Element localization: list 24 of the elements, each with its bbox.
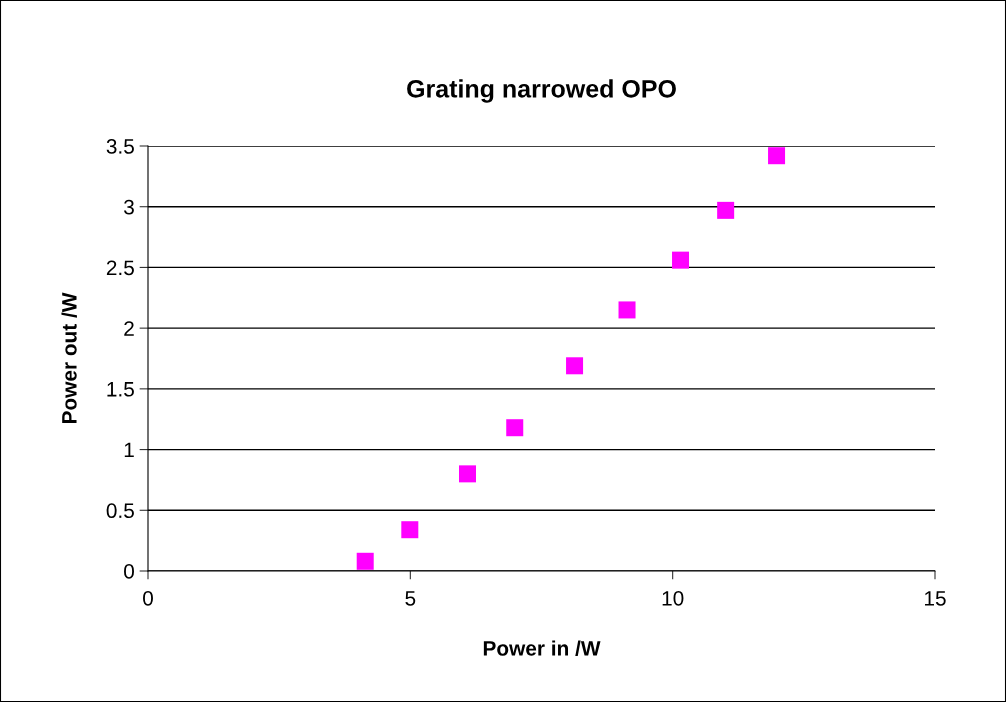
y-tick-label: 0.5 [106, 503, 134, 519]
y-tick-label: 2 [124, 321, 134, 336]
y-tick-label: 3 [124, 199, 134, 215]
y-tick-label: 2.5 [106, 260, 134, 276]
y-axis-title: Power out /W [61, 292, 77, 424]
y-tick-label: 1.5 [107, 382, 134, 397]
x-tick-label: 5 [405, 591, 416, 606]
y-tick-label: 3.5 [106, 139, 134, 154]
point [506, 419, 524, 437]
x-tick-label: 0 [143, 590, 153, 606]
point [566, 357, 584, 375]
point [717, 201, 735, 219]
chart-title: Grating narrowed OPO [407, 79, 676, 103]
y-tick-label: 0 [124, 564, 134, 579]
point [618, 301, 636, 319]
y-tick-label: 1 [124, 442, 134, 458]
x-tick-label: 15 [925, 591, 946, 606]
point [672, 251, 690, 269]
point [401, 521, 419, 539]
x-axis-title: Power in /W [483, 640, 601, 656]
x-tick-label: 10 [662, 590, 684, 606]
point [356, 552, 374, 570]
point [459, 465, 477, 483]
point [768, 147, 786, 165]
